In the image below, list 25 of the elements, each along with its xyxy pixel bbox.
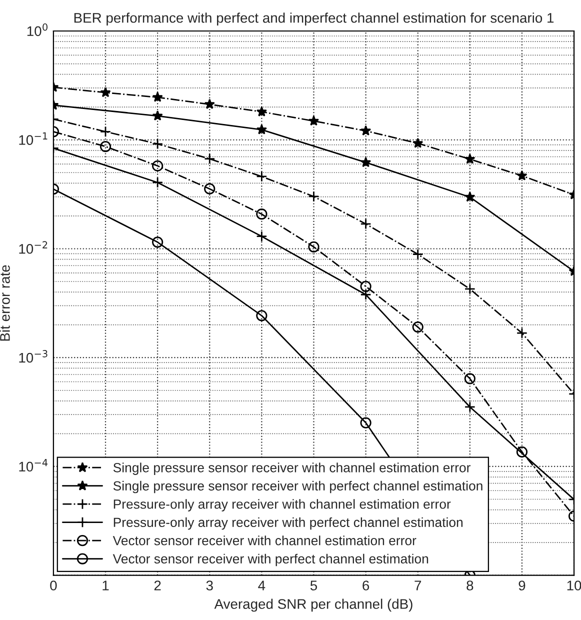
x-tick-label: 4 [258,580,266,590]
x-tick-label: 8 [466,580,474,590]
legend-label: Single pressure sensor receiver with perfect channel estimation [113,480,482,494]
y-axis-title: Bit error rate [0,265,10,341]
x-tick-label: 6 [362,580,370,590]
legend-label: Vector sensor receiver with channel estimation error [112,536,416,546]
x-tick-label: 5 [310,580,318,590]
x-tick-label: 7 [414,580,422,590]
y-tick-label: 10$^{−3}$ [19,350,48,363]
x-tick-label: 10 [567,580,581,590]
y-tick-label: 10$^{0}$ [27,23,48,36]
y-tick-label: 10$^{−4}$ [19,459,48,472]
x-tick-label: 2 [154,580,161,590]
x-tick-label: 3 [206,580,213,590]
legend-label: Vector sensor receiver with perfect channel estimation [112,554,428,566]
chart-title: BER performance with perfect and imperfect channel estimation for scenario 1 [74,12,554,26]
x-tick-label: 0 [50,580,57,590]
x-tick-label: 9 [518,580,526,590]
legend-label: Pressure-only array receiver with channel estimation error [114,499,451,512]
x-tick-label: 1 [102,580,109,590]
legend-label: Pressure-only array receiver with perfect channel estimation [114,517,463,530]
legend-label: Single pressure sensor receiver with channel estimation error [113,462,470,475]
y-tick-label: 10$^{−1}$ [19,132,48,145]
y-tick-label: 10$^{−2}$ [19,241,48,254]
x-axis-title: Averaged SNR per channel (dB) [214,598,412,612]
